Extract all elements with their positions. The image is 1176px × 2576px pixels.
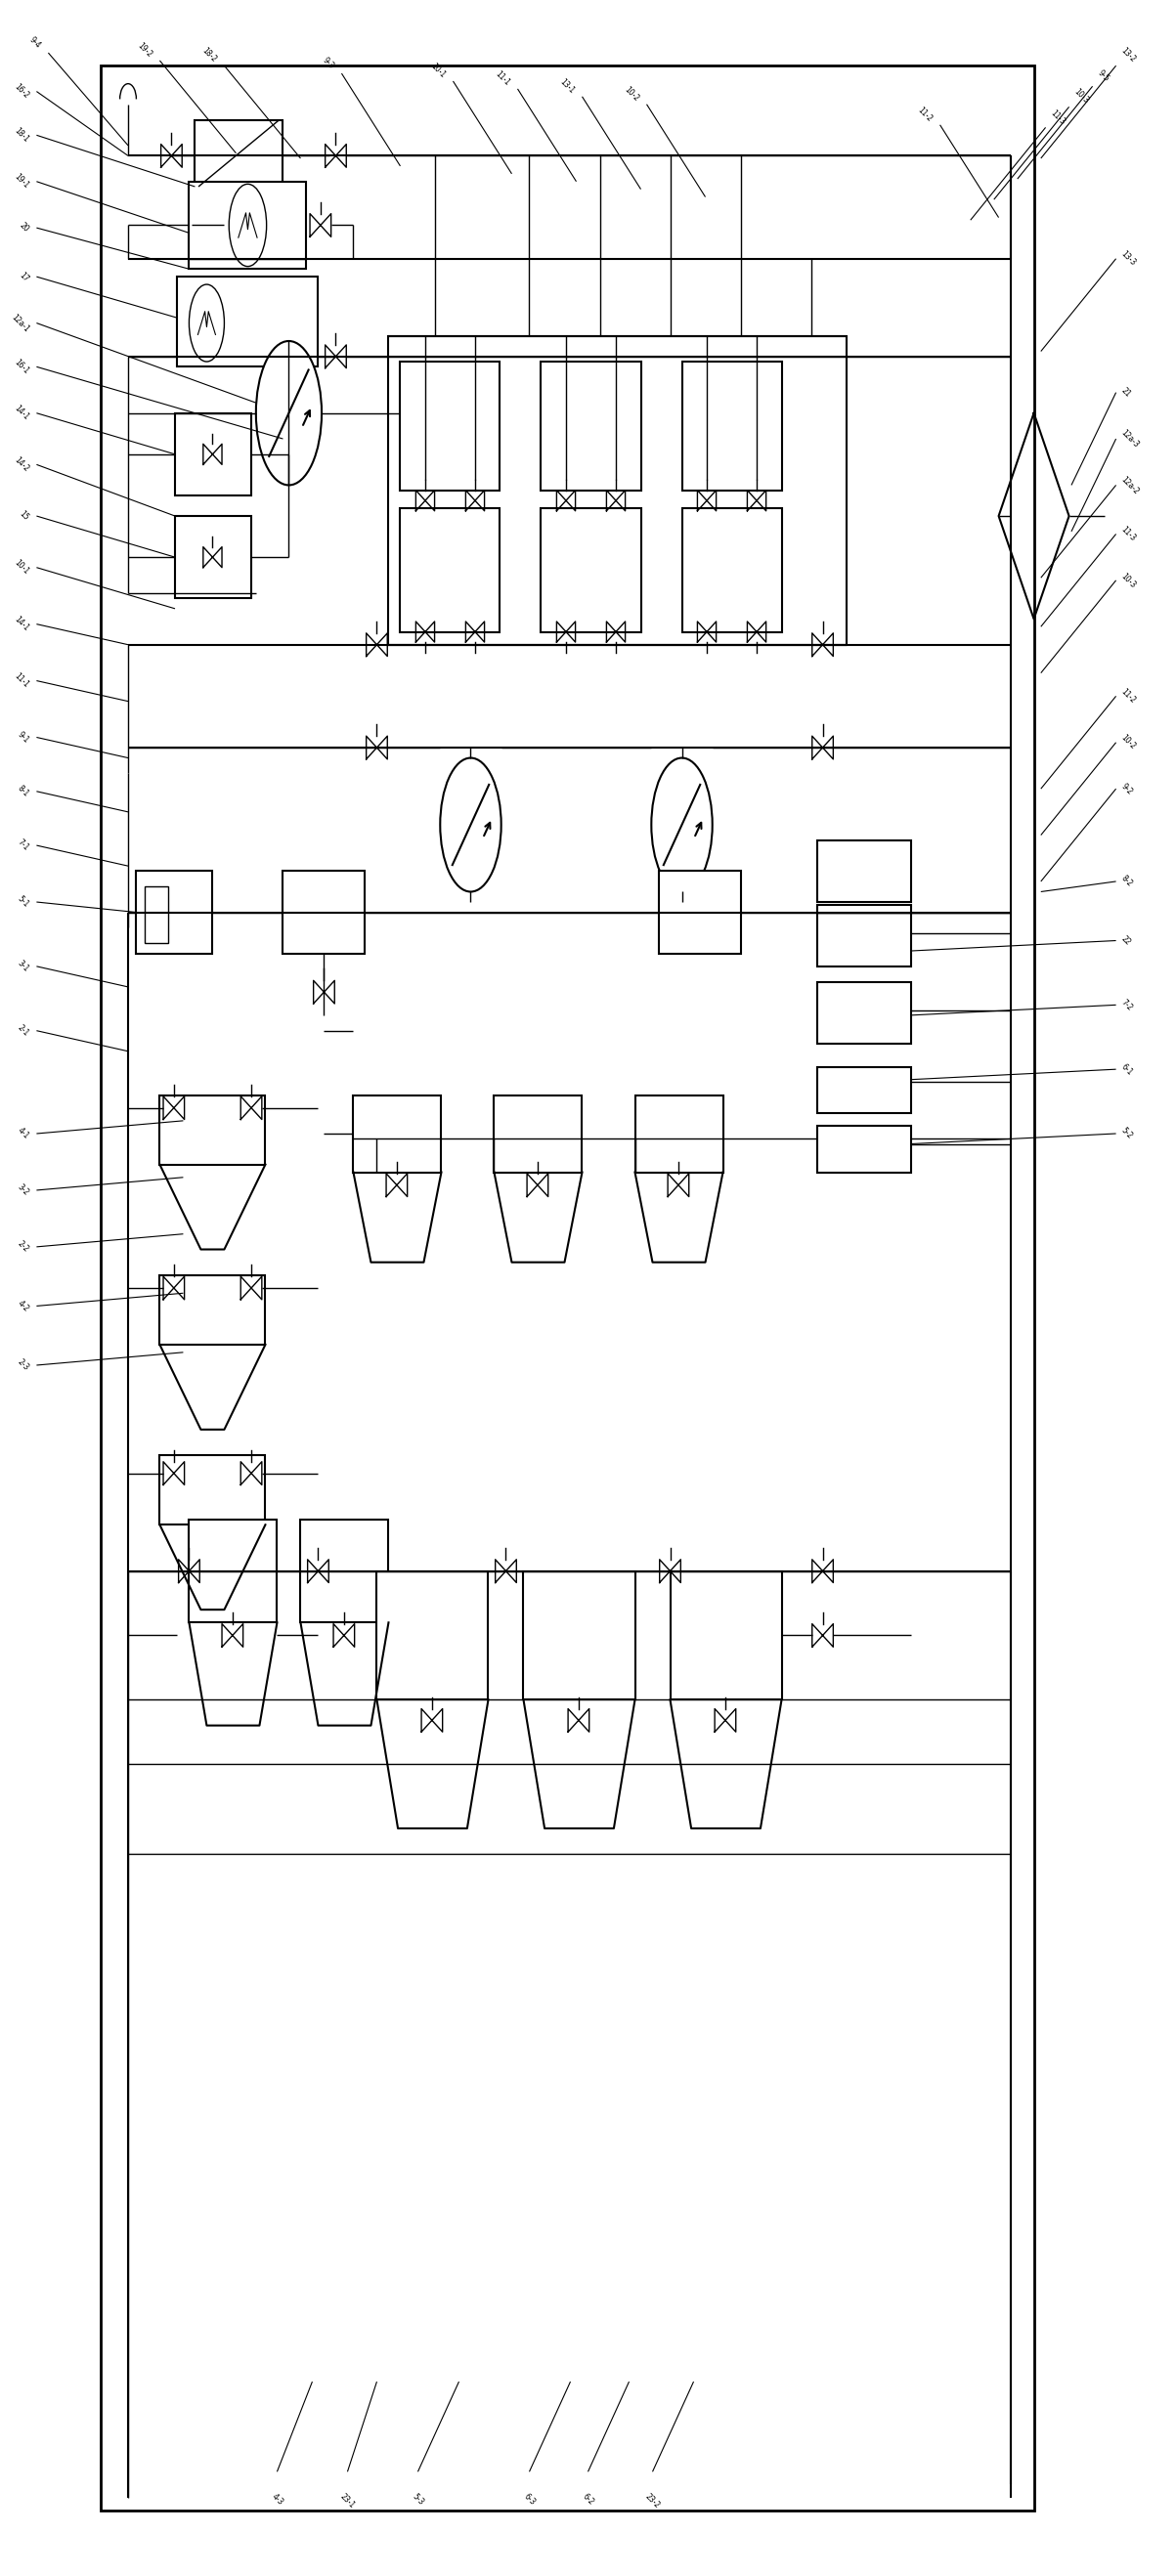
Text: 11-2: 11-2 <box>1120 688 1137 706</box>
Text: 5-3: 5-3 <box>410 2494 426 2506</box>
Text: 10-3: 10-3 <box>1120 572 1137 590</box>
Bar <box>145 886 168 943</box>
Text: 7-1: 7-1 <box>16 837 31 853</box>
Text: 3-2: 3-2 <box>16 1182 31 1198</box>
Text: 10-2: 10-2 <box>1120 734 1137 752</box>
Bar <box>817 981 910 1043</box>
Bar <box>189 1520 278 1623</box>
Bar <box>178 276 319 366</box>
Text: 8-2: 8-2 <box>1120 873 1134 889</box>
Text: 15: 15 <box>18 510 31 523</box>
Bar <box>494 1095 582 1172</box>
Text: 11-1: 11-1 <box>13 672 31 690</box>
Bar <box>301 1520 388 1623</box>
Text: 17: 17 <box>18 270 31 283</box>
Text: 4-1: 4-1 <box>16 1126 31 1141</box>
Bar <box>400 361 500 489</box>
Text: 20: 20 <box>18 222 31 234</box>
Text: 22: 22 <box>1120 935 1132 948</box>
Text: 16-2: 16-2 <box>13 82 31 100</box>
Text: 4-3: 4-3 <box>269 2494 285 2506</box>
Bar <box>376 1571 488 1700</box>
Bar <box>817 1066 910 1113</box>
Bar <box>101 67 1034 2509</box>
Text: 16-1: 16-1 <box>13 358 31 376</box>
Text: 9-2: 9-2 <box>1120 781 1135 796</box>
Text: 13-3: 13-3 <box>1120 250 1137 268</box>
Text: 12a-3: 12a-3 <box>1120 428 1141 448</box>
Text: 13-1: 13-1 <box>559 77 576 95</box>
Circle shape <box>440 757 501 891</box>
Bar <box>175 412 252 495</box>
Bar <box>659 871 741 953</box>
Bar <box>160 1275 266 1345</box>
Bar <box>160 1455 266 1525</box>
Bar <box>283 871 365 953</box>
Text: 3-1: 3-1 <box>16 958 31 974</box>
Bar <box>400 507 500 631</box>
Text: 9-4: 9-4 <box>27 36 42 49</box>
Text: 10-2: 10-2 <box>623 85 641 103</box>
Text: 7-2: 7-2 <box>1120 997 1135 1012</box>
Text: 10-3: 10-3 <box>1073 88 1090 106</box>
Bar <box>817 1126 910 1172</box>
Text: 13-2: 13-2 <box>1120 46 1137 64</box>
Text: 5-1: 5-1 <box>16 894 31 909</box>
Text: 8-1: 8-1 <box>16 783 31 799</box>
Text: 6-3: 6-3 <box>522 2494 536 2506</box>
Text: 18-1: 18-1 <box>13 126 31 144</box>
Text: 21: 21 <box>1120 386 1132 399</box>
Text: 10-1: 10-1 <box>13 559 31 577</box>
Text: 5-2: 5-2 <box>1120 1126 1135 1141</box>
Bar <box>682 361 782 489</box>
Bar <box>682 507 782 631</box>
Text: 2-3: 2-3 <box>16 1358 31 1373</box>
Bar <box>175 515 252 598</box>
Bar <box>635 1095 723 1172</box>
Text: 14-1: 14-1 <box>13 404 31 422</box>
Circle shape <box>652 757 713 891</box>
Text: 12a-1: 12a-1 <box>9 312 31 335</box>
Circle shape <box>229 183 267 265</box>
Text: 14-2: 14-2 <box>13 456 31 474</box>
Bar <box>195 118 283 185</box>
Text: 6-2: 6-2 <box>581 2494 595 2506</box>
Bar <box>817 840 910 902</box>
Bar <box>541 361 641 489</box>
Text: 2-2: 2-2 <box>16 1239 31 1255</box>
Text: 4-2: 4-2 <box>16 1298 31 1314</box>
Circle shape <box>256 340 322 484</box>
Bar <box>541 507 641 631</box>
Bar <box>817 904 910 966</box>
Bar <box>189 180 307 268</box>
Text: 9-3: 9-3 <box>321 57 335 70</box>
Text: 19-2: 19-2 <box>135 41 154 59</box>
Text: 11-3: 11-3 <box>1120 526 1137 544</box>
Text: 11-1: 11-1 <box>494 70 512 88</box>
Text: 2-1: 2-1 <box>16 1023 31 1038</box>
Bar <box>136 871 213 953</box>
Text: 18-2: 18-2 <box>200 46 219 64</box>
Text: 14-1: 14-1 <box>13 616 31 634</box>
Text: 11-3: 11-3 <box>1049 108 1067 126</box>
Text: 9-1: 9-1 <box>16 729 31 744</box>
Bar <box>523 1571 635 1700</box>
Text: 9-5: 9-5 <box>1096 70 1111 82</box>
Text: 23-1: 23-1 <box>339 2494 356 2512</box>
Text: 6-1: 6-1 <box>1120 1061 1135 1077</box>
Bar <box>388 335 846 644</box>
Text: 12a-2: 12a-2 <box>1120 474 1141 495</box>
Text: 10-1: 10-1 <box>429 62 447 80</box>
Bar <box>670 1571 782 1700</box>
Bar <box>353 1095 441 1172</box>
Bar <box>160 1095 266 1164</box>
Text: 11-2: 11-2 <box>916 106 934 124</box>
Text: 23-2: 23-2 <box>643 2494 662 2512</box>
Circle shape <box>189 283 225 361</box>
Text: 19-1: 19-1 <box>13 173 31 191</box>
